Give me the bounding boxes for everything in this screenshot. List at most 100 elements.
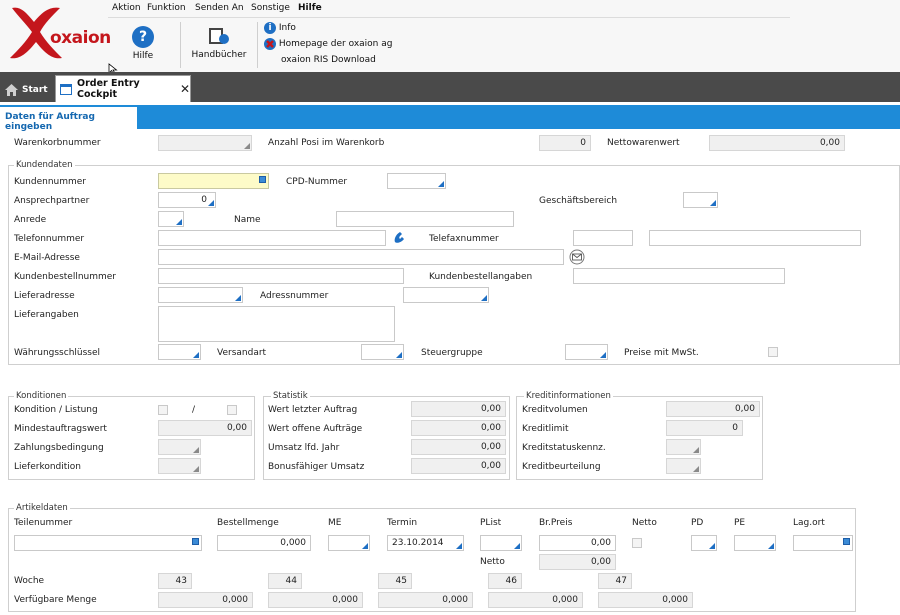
steuergruppe-label: Steuergruppe — [421, 348, 483, 358]
lieferadresse-label: Lieferadresse — [14, 291, 75, 301]
kundenbestellnummer-field[interactable] — [158, 268, 404, 284]
email-field[interactable] — [158, 249, 564, 265]
zahlungsbedingung-label: Zahlungsbedingung — [14, 443, 104, 453]
kondition-checkbox[interactable] — [158, 405, 168, 415]
email-envelope-icon[interactable] — [569, 249, 585, 265]
warenkorbnummer-field[interactable] — [158, 135, 252, 151]
wert-letzter-auftrag-field: 0,00 — [411, 401, 506, 417]
section-header-bar — [0, 105, 900, 129]
handbuecher-button[interactable]: Handbücher — [188, 22, 250, 68]
netto-checkbox[interactable] — [632, 538, 642, 548]
window-icon — [60, 83, 73, 95]
waehrungsschluessel-field[interactable] — [158, 344, 201, 360]
menu-hilfe[interactable]: Hilfe — [298, 3, 322, 13]
cpd-nummer-label: CPD-Nummer — [286, 177, 348, 187]
homepage-link[interactable]: Homepage der oxaion ag — [264, 38, 392, 50]
ansprechpartner-label: Ansprechpartner — [14, 196, 90, 206]
kundennummer-field[interactable] — [158, 173, 269, 189]
telefaxnummer-field[interactable] — [649, 230, 861, 246]
konditionen-title: Konditionen — [14, 391, 69, 401]
hilfe-label: Hilfe — [132, 51, 154, 61]
termin-label: Termin — [387, 518, 418, 528]
ris-download-link[interactable]: oxaion RIS Download — [281, 55, 376, 65]
tab-order-entry-cockpit[interactable]: Order Entry Cockpit ✕ — [55, 75, 191, 102]
netto-label: Netto — [480, 557, 505, 567]
kreditlimit-field: 0 — [666, 420, 743, 436]
geschaeftsbereich-field[interactable] — [683, 192, 718, 208]
kreditinformationen-title: Kreditinformationen — [524, 391, 613, 401]
ansprechpartner-field[interactable]: 0 — [158, 192, 216, 208]
verfuegbare-menge-cell: 0,000 — [158, 592, 253, 608]
zahlungsbedingung-field[interactable] — [158, 439, 201, 455]
lieferkondition-label: Lieferkondition — [14, 462, 82, 472]
name-field[interactable] — [336, 211, 514, 227]
kundenbestellangaben-field[interactable] — [573, 268, 785, 284]
kondition-slash: / — [192, 405, 196, 415]
waehrungsschluessel-label: Währungsschlüssel — [14, 348, 101, 358]
telefaxnummer-label: Telefaxnummer — [429, 234, 499, 244]
menu-senden-an[interactable]: Senden An — [195, 3, 244, 13]
preise-mwst-checkbox[interactable] — [768, 347, 778, 357]
lieferkondition-field[interactable] — [158, 458, 201, 474]
plist-field[interactable] — [480, 535, 522, 551]
lieferangaben-textarea[interactable] — [158, 306, 395, 342]
tab-start-label: Start — [22, 84, 48, 95]
close-tab-icon[interactable]: ✕ — [179, 82, 190, 96]
geschaeftsbereich-label: Geschäftsbereich — [539, 196, 618, 206]
termin-field[interactable]: 23.10.2014 — [387, 535, 464, 551]
steuergruppe-field[interactable] — [565, 344, 608, 360]
bestellmenge-label: Bestellmenge — [217, 518, 279, 528]
me-label: ME — [328, 518, 342, 528]
kreditlimit-label: Kreditlimit — [522, 424, 569, 434]
manual-book-icon — [209, 26, 229, 46]
lagort-field[interactable] — [793, 535, 853, 551]
verfuegbare-menge-cell: 0,000 — [378, 592, 473, 608]
woche-cell: 44 — [268, 573, 302, 589]
kreditbeurteilung-field[interactable] — [666, 458, 701, 474]
telefonnummer-field[interactable] — [158, 230, 386, 246]
kundenbestellangaben-label: Kundenbestellangaben — [429, 272, 533, 282]
adressnummer-label: Adressnummer — [260, 291, 329, 301]
home-icon — [5, 83, 18, 96]
menu-funktion[interactable]: Funktion — [147, 3, 186, 13]
woche-cell: 45 — [378, 573, 412, 589]
pe-field[interactable] — [734, 535, 776, 551]
listung-checkbox[interactable] — [227, 405, 237, 415]
brpreis-field[interactable]: 0,00 — [539, 535, 616, 551]
wert-letzter-auftrag-label: Wert letzter Auftrag — [268, 405, 358, 415]
phone-icon[interactable] — [392, 229, 408, 245]
menu-sonstige[interactable]: Sonstige — [251, 3, 290, 13]
wert-offene-auftraege-label: Wert offene Aufträge — [268, 424, 363, 434]
tab-active-label: Order Entry Cockpit — [77, 78, 140, 100]
verfuegbare-menge-cell: 0,000 — [268, 592, 363, 608]
me-field[interactable] — [328, 535, 370, 551]
pd-field[interactable] — [691, 535, 717, 551]
mindestauftragswert-field: 0,00 — [158, 420, 252, 436]
kreditstatuskennz-field[interactable] — [666, 439, 701, 455]
anrede-field[interactable] — [158, 211, 184, 227]
info-icon: i — [264, 22, 276, 34]
woche-label: Woche — [14, 576, 45, 586]
woche-cell: 47 — [598, 573, 632, 589]
telefax-vorwahl-field[interactable] — [573, 230, 633, 246]
oxaion-logo-icon — [6, 2, 68, 64]
menu-aktion[interactable]: Aktion — [112, 3, 141, 13]
lieferadresse-field[interactable] — [158, 287, 243, 303]
teilenummer-field[interactable] — [14, 535, 202, 551]
info-link[interactable]: i Info — [264, 22, 296, 34]
versandart-label: Versandart — [217, 348, 267, 358]
kundendaten-title: Kundendaten — [14, 160, 75, 170]
section-title[interactable]: Daten für Auftrag eingeben — [0, 107, 137, 132]
plist-label: PList — [480, 518, 502, 528]
versandart-field[interactable] — [361, 344, 404, 360]
kreditvolumen-label: Kreditvolumen — [522, 405, 588, 415]
bestellmenge-field[interactable]: 0,000 — [217, 535, 311, 551]
adressnummer-field[interactable] — [403, 287, 489, 303]
preise-mwst-label: Preise mit MwSt. — [624, 348, 699, 358]
cpd-nummer-field[interactable] — [387, 173, 446, 189]
nettowarenwert-field: 0,00 — [709, 135, 845, 151]
hilfe-button[interactable]: ? Hilfe — [118, 22, 168, 68]
tab-start[interactable]: Start — [0, 77, 50, 102]
anzahl-posi-label: Anzahl Posi im Warenkorb — [268, 138, 385, 148]
anrede-label: Anrede — [14, 215, 47, 225]
